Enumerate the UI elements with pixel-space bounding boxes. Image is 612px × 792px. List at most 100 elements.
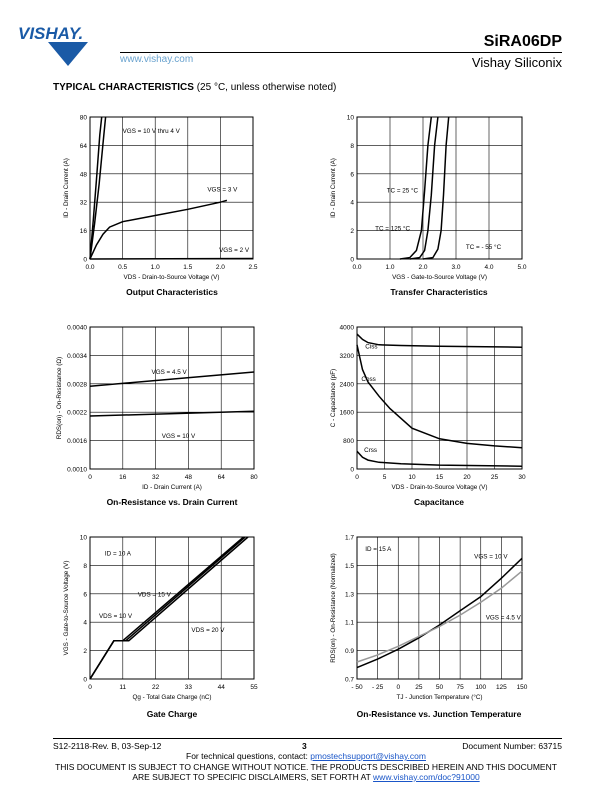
gate-xtick-label: 55: [250, 684, 258, 691]
footer-disclaimer-1: THIS DOCUMENT IS SUBJECT TO CHANGE WITHO…: [55, 762, 557, 772]
transfer-series-line: [409, 116, 439, 260]
output-xtick-label: 2.0: [216, 264, 225, 271]
capacitance-annotation: Ciss: [365, 343, 377, 350]
onres-annotation: VGS = 10 V: [162, 433, 196, 440]
chart-caption-output: Output Characteristics: [126, 287, 218, 297]
gate-series-line: [89, 536, 249, 680]
transfer-annotation: TC = 25 °C: [387, 186, 419, 194]
capacitance-xtick-label: 5: [383, 474, 387, 481]
gate-ytick-label: 6: [83, 591, 87, 598]
tempres-annotation: VGS = 4.5 V: [486, 614, 522, 621]
transfer-xtick-label: 3.0: [451, 264, 460, 271]
tempres-xtick-label: 100: [475, 684, 486, 691]
gate-annotation: ID = 10 A: [105, 550, 132, 557]
tempres-annotation: ID = 15 A: [365, 546, 392, 553]
transfer-x-axis-label: VGS - Gate-to-Source Voltage (V): [392, 274, 487, 281]
part-number: SiRA06DP: [483, 33, 562, 50]
gate-xtick-label: 22: [152, 684, 160, 691]
tempres-xtick-label: 25: [415, 684, 423, 691]
output-series-line: [89, 199, 228, 260]
output-ytick-label: 48: [80, 171, 88, 178]
chart-caption-transfer: Transfer Characteristics: [390, 287, 488, 297]
tempres-ytick-label: 1.3: [345, 591, 354, 598]
onres-annotation: VGS = 4.5 V: [152, 369, 188, 376]
transfer-ytick-label: 4: [350, 200, 354, 207]
gate-x-axis-label: Qg - Total Gate Charge (nC): [133, 694, 212, 701]
transfer-ytick-label: 2: [350, 228, 354, 235]
output-xtick-label: 1.5: [183, 264, 192, 271]
tempres-xtick-label: 50: [436, 684, 444, 691]
gate-ytick-label: 2: [83, 648, 87, 655]
gate-xtick-label: 11: [119, 684, 126, 691]
onres-plot-frame: [89, 326, 255, 470]
gate-annotation: VDS = 15 V: [138, 592, 172, 599]
gate-xtick-label: 44: [218, 684, 226, 691]
capacitance-xtick-label: 0: [355, 474, 359, 481]
output-ytick-label: 16: [80, 228, 88, 235]
gate-xtick-label: 0: [88, 684, 92, 691]
onres-ytick-label: 0.0028: [67, 381, 87, 388]
output-ytick-label: 32: [80, 200, 88, 207]
onres-series-line: [89, 371, 255, 387]
capacitance-ytick-label: 3200: [340, 353, 355, 360]
chart-caption-onres: On-Resistance vs. Drain Current: [106, 497, 238, 507]
capacitance-xtick-label: 20: [463, 474, 471, 481]
output-ytick-label: 64: [80, 143, 88, 150]
tempres-xtick-label: 75: [457, 684, 465, 691]
tempres-ytick-label: 1.7: [345, 535, 354, 542]
footer-disclaimer-link[interactable]: www.vishay.com/doc?91000: [373, 772, 480, 782]
transfer-xtick-label: 5.0: [517, 264, 526, 271]
transfer-series-line: [422, 116, 450, 260]
output-annotation: VGS = 10 V thru 4 V: [123, 128, 181, 135]
tempres-ytick-label: 1.1: [345, 620, 354, 627]
transfer-ytick-label: 6: [350, 171, 354, 178]
capacitance-y-axis-label: C - Capacitance (pF): [330, 369, 337, 427]
onres-xtick-label: 0: [88, 474, 92, 481]
tempres-xtick-label: - 50: [351, 684, 363, 691]
tempres-series-line: [356, 557, 523, 669]
capacitance-plot-frame: [356, 326, 523, 470]
tempres-ytick-label: 0.7: [345, 677, 354, 684]
output-xtick-label: 1.0: [151, 264, 160, 271]
onres-ytick-label: 0.0010: [67, 467, 87, 474]
onres-y-axis-label: RDS(on) - On-Resistance (Ω): [56, 357, 63, 439]
capacitance-xtick-label: 15: [436, 474, 444, 481]
onres-xtick-label: 48: [185, 474, 193, 481]
capacitance-ytick-label: 2400: [340, 381, 355, 388]
tempres-xtick-label: 125: [496, 684, 507, 691]
capacitance-xtick-label: 30: [518, 474, 526, 481]
tempres-xtick-label: 150: [517, 684, 528, 691]
footer-doc-number: Document Number: 63715: [462, 741, 562, 751]
transfer-ytick-label: 0: [350, 257, 354, 264]
capacitance-series-line: [356, 450, 523, 467]
gate-annotation: VDS = 20 V: [191, 627, 225, 634]
transfer-annotation: TC = 125 °C: [375, 225, 410, 233]
gate-ytick-label: 10: [80, 535, 88, 542]
gate-ytick-label: 8: [83, 563, 87, 570]
company-name: Vishay Siliconix: [471, 55, 562, 70]
tempres-xtick-label: - 25: [372, 684, 384, 691]
section-subtitle: (25 °C, unless otherwise noted): [196, 82, 337, 93]
transfer-plot-frame: [356, 116, 523, 260]
capacitance-ytick-label: 4000: [340, 325, 355, 332]
gate-series-line: [89, 536, 246, 680]
transfer-annotation: TC = - 55 °C: [466, 243, 502, 251]
output-xtick-label: 2.5: [248, 264, 257, 271]
footer-page-number: 3: [302, 741, 307, 751]
onres-xtick-label: 16: [119, 474, 127, 481]
vishay-logo: VISHAY.: [18, 24, 88, 66]
transfer-series-line: [399, 116, 433, 260]
gate-plot-frame: [89, 536, 255, 680]
transfer-y-axis-label: ID - Drain Current (A): [330, 158, 337, 218]
transfer-xtick-label: 0.0: [352, 264, 361, 271]
onres-series-line: [89, 410, 255, 417]
section-heading: TYPICAL CHARACTERISTICS (25 °C, unless o…: [53, 82, 336, 93]
footer-contact-email[interactable]: pmostechsupport@vishay.com: [310, 751, 426, 761]
gate-ytick-label: 4: [83, 620, 87, 627]
onres-ytick-label: 0.0016: [67, 438, 87, 445]
output-annotation: VGS = 3 V: [207, 187, 238, 194]
website-link[interactable]: www.vishay.com: [120, 54, 194, 65]
onres-ytick-label: 0.0022: [67, 410, 87, 417]
gate-y-axis-label: VGS - Gate-to-Source Voltage (V): [63, 561, 70, 656]
